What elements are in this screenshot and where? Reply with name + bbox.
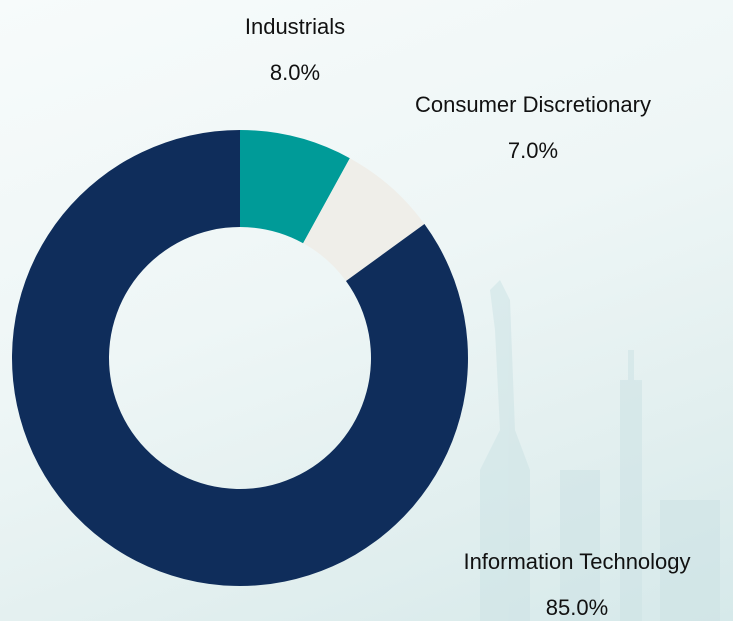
slice-value-label: 85.0%: [546, 595, 608, 620]
slice-value-label: 7.0%: [508, 138, 558, 163]
background-skyline: [480, 280, 720, 621]
donut-slice: [12, 130, 469, 587]
slice-label: Industrials: [245, 14, 345, 39]
slice-label: Consumer Discretionary: [415, 92, 651, 117]
donut-slice: [240, 130, 350, 244]
slice-value-label: 8.0%: [270, 60, 320, 85]
donut-slice: [303, 158, 425, 282]
slice-label: Information Technology: [463, 549, 690, 574]
